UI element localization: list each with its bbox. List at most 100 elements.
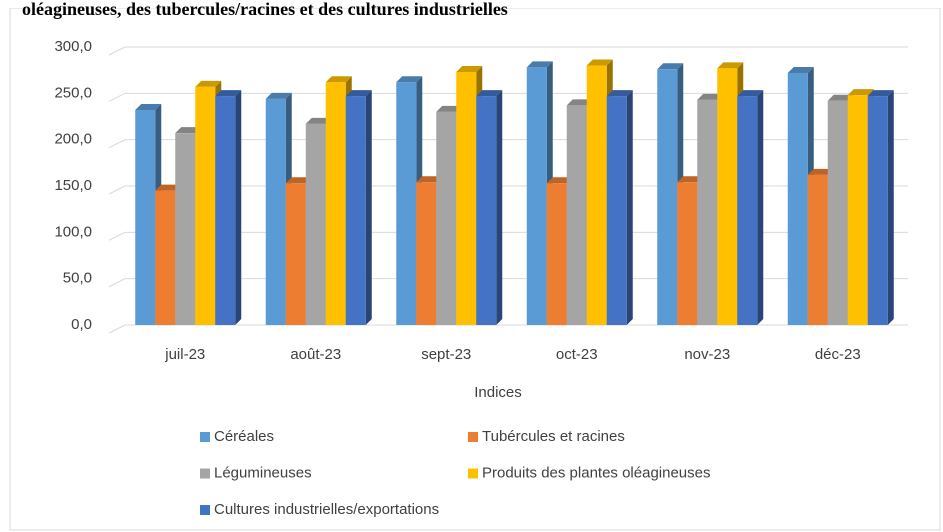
bar (677, 182, 698, 325)
bar-top (265, 92, 292, 99)
bar-top (436, 105, 463, 112)
bar-top (566, 99, 593, 106)
bar (546, 183, 567, 325)
bar-top (155, 184, 182, 191)
bar (586, 65, 607, 326)
bar-top (135, 104, 162, 111)
legend-swatch (468, 468, 478, 479)
bar-top (827, 94, 854, 101)
y-tick-label: 50,0 (63, 270, 92, 287)
legend-label: Céréales (214, 428, 274, 445)
x-axis-title: Indices (474, 384, 522, 401)
bar-top (737, 90, 764, 97)
bar-top (396, 76, 423, 83)
bar-side (365, 90, 372, 325)
bar (325, 82, 346, 325)
grid-line (108, 92, 908, 102)
bar (396, 82, 417, 325)
bar-top (416, 176, 443, 183)
bar (717, 68, 738, 326)
bar (305, 123, 326, 325)
clip-band (0, 0, 943, 8)
bar (566, 105, 587, 325)
bar-top (606, 90, 633, 97)
bar (416, 182, 437, 325)
legend-label: Tubércules et racines (482, 428, 625, 445)
chart-title: oléagineuses, des tubercules/racines et … (22, 0, 508, 19)
y-tick-label: 200,0 (54, 131, 92, 148)
bar-side (235, 90, 242, 325)
bar-side (496, 90, 503, 325)
bar-top (345, 90, 372, 97)
bar (155, 190, 176, 325)
bar-top (526, 61, 553, 68)
grid-line (108, 46, 908, 56)
bar-top (285, 177, 312, 184)
grid-line (108, 324, 908, 334)
bar-top (807, 168, 834, 175)
bar-top (787, 66, 814, 73)
x-tick-label: juil-23 (164, 346, 205, 363)
bar-side (887, 90, 894, 325)
bar (215, 96, 236, 325)
bar (345, 96, 366, 325)
y-tick-label: 0,0 (71, 316, 92, 333)
bar-top (677, 176, 704, 183)
bar (526, 67, 547, 326)
bar (697, 99, 718, 325)
legend-swatch (200, 505, 210, 515)
bar (135, 110, 156, 325)
bar-top (867, 90, 894, 97)
grid-line (108, 231, 908, 241)
legend-swatch (200, 432, 210, 442)
y-tick-label: 150,0 (54, 177, 92, 194)
bar (436, 111, 457, 325)
bar (847, 95, 868, 325)
y-tick-label: 100,0 (54, 223, 92, 240)
bar-top (175, 127, 202, 134)
x-tick-label: oct-23 (556, 346, 598, 363)
bar-top (697, 93, 724, 100)
bar-top (586, 59, 613, 66)
grid-line (108, 278, 908, 288)
bar-top (476, 90, 503, 97)
y-tick-label: 300,0 (54, 38, 92, 55)
bar (807, 174, 828, 325)
bar-top (305, 117, 332, 124)
bar (606, 96, 627, 325)
bar (657, 69, 678, 326)
bar (456, 72, 477, 326)
bar-side (626, 90, 633, 325)
bar (787, 72, 808, 326)
bar-top (717, 62, 744, 69)
x-tick-label: sept-23 (421, 346, 471, 363)
legend-swatch (468, 432, 478, 442)
legend-label: Produits des plantes oléagineuses (482, 464, 711, 481)
bar-top (215, 90, 242, 97)
bar (476, 96, 497, 325)
bar (265, 98, 286, 325)
bar (175, 133, 196, 325)
bar-top (657, 63, 684, 70)
bar (737, 96, 758, 325)
legend-swatch (200, 468, 210, 479)
y-tick-label: 250,0 (54, 84, 92, 101)
x-tick-label: nov-23 (684, 346, 730, 363)
x-tick-label: déc-23 (815, 346, 861, 363)
bar-top (325, 76, 352, 83)
bar-top (546, 177, 573, 184)
grid-line (108, 185, 908, 195)
x-tick-label: août-23 (290, 346, 341, 363)
bar-top (195, 80, 222, 87)
bar (195, 86, 216, 325)
bar (867, 96, 888, 325)
bar (285, 183, 306, 325)
bar (827, 100, 848, 325)
bar-top (456, 66, 483, 73)
bar-top (847, 89, 874, 96)
legend-label: Cultures industrielles/exportations (214, 501, 439, 518)
legend-label: Légumineuses (214, 464, 312, 481)
bar-side (757, 90, 764, 325)
